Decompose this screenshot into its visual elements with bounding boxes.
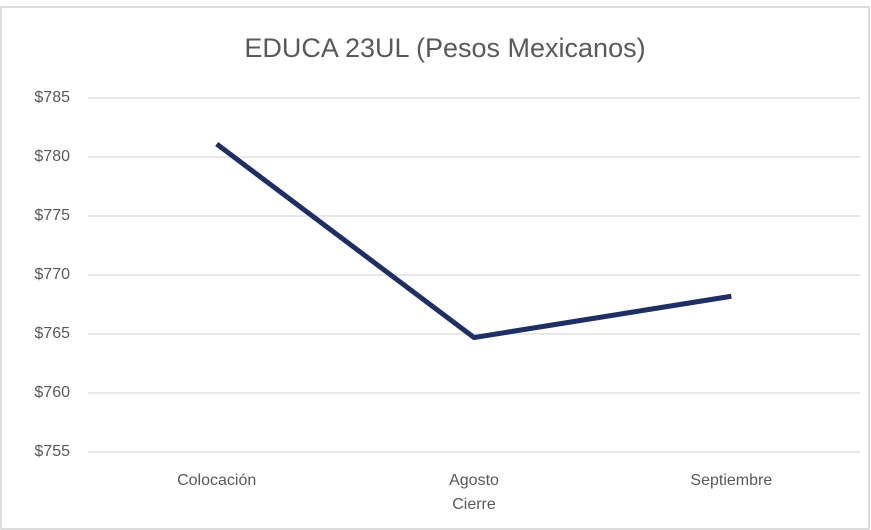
y-tick-label: $785	[34, 89, 70, 106]
y-tick-label: $765	[34, 325, 70, 342]
data-line	[215, 142, 732, 341]
y-tick-label: $760	[34, 384, 70, 401]
y-tick-label: $770	[34, 266, 70, 283]
y-tick-label: $755	[34, 443, 70, 460]
y-tick-label: $780	[34, 148, 70, 165]
x-tick-label: Agosto Cierre	[449, 472, 499, 513]
x-tick-label: Colocación	[177, 472, 257, 489]
x-tick-label: Septiembre	[690, 472, 773, 489]
y-tick-label: $775	[34, 207, 70, 224]
chart-border	[0, 6, 870, 530]
chart-title: EDUCA 23UL (Pesos Mexicanos)	[244, 33, 645, 63]
